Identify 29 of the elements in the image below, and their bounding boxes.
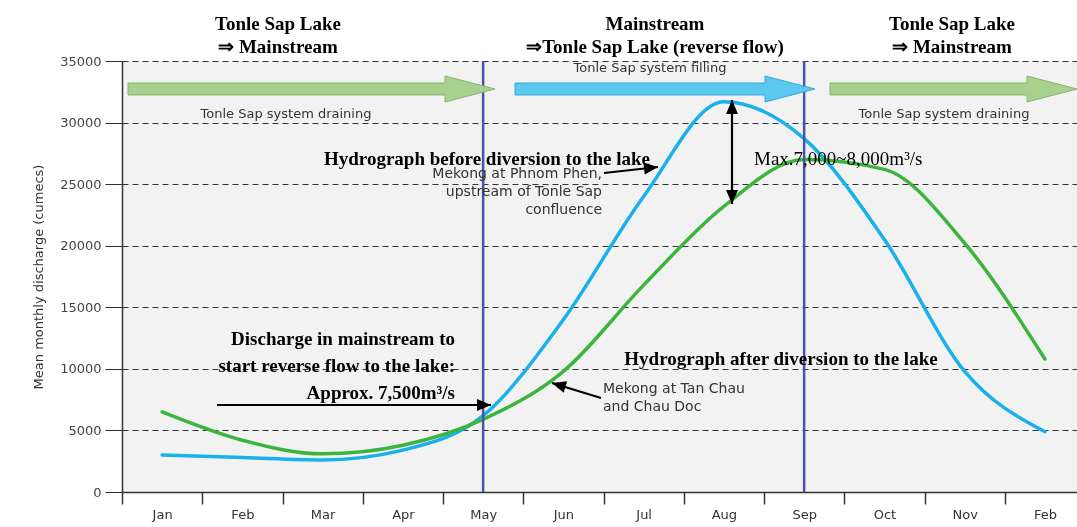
y-tick-label: 0 [93, 484, 102, 500]
annotation: Tonle Sap system draining [857, 106, 1030, 121]
x-tick-label: Aug [711, 506, 738, 522]
x-tick-label: Sep [792, 506, 817, 522]
y-tick-label: 10000 [60, 361, 102, 377]
annotation: Tonle Sap system filling [572, 60, 727, 75]
text: Mekong at Tan Chau and Chau Doc [603, 380, 745, 414]
x-tick-label: Feb [231, 506, 255, 522]
y-tick-label: 20000 [60, 238, 102, 254]
x-tick-label: Apr [392, 506, 416, 522]
x-tick-label: Jan [151, 506, 173, 522]
y-tick-label: 25000 [60, 176, 102, 192]
y-tick-label: 15000 [60, 299, 102, 315]
annotation: Discharge in mainstream to start reverse flow to the lake: Approx. 7,500m³/s [218, 328, 455, 403]
text: Tonle Sap Lake ⇒ Mainstream [888, 13, 1016, 57]
y-tick-label: 30000 [60, 115, 102, 131]
x-tick-label: Mar [310, 506, 337, 522]
text: Mainstream ⇒Tonle Sap Lake (reverse flow) [526, 13, 784, 58]
y-tick-label: 35000 [60, 53, 102, 69]
x-tick-label: Oct [873, 506, 897, 522]
x-tick-label: Jul [635, 506, 652, 522]
y-tick-label: 5000 [68, 422, 102, 438]
x-tick-label: May [470, 506, 498, 522]
x-tick-label: Jun [552, 506, 575, 522]
annotation: Tonle Sap system draining [199, 106, 372, 121]
y-axis-title: Mean monthly discharge (cumecs) [31, 164, 47, 390]
x-tick-label: Feb [1033, 506, 1057, 522]
x-tick-label: Nov [952, 506, 979, 522]
text: Tonle Sap Lake ⇒ Mainstream [214, 13, 342, 57]
